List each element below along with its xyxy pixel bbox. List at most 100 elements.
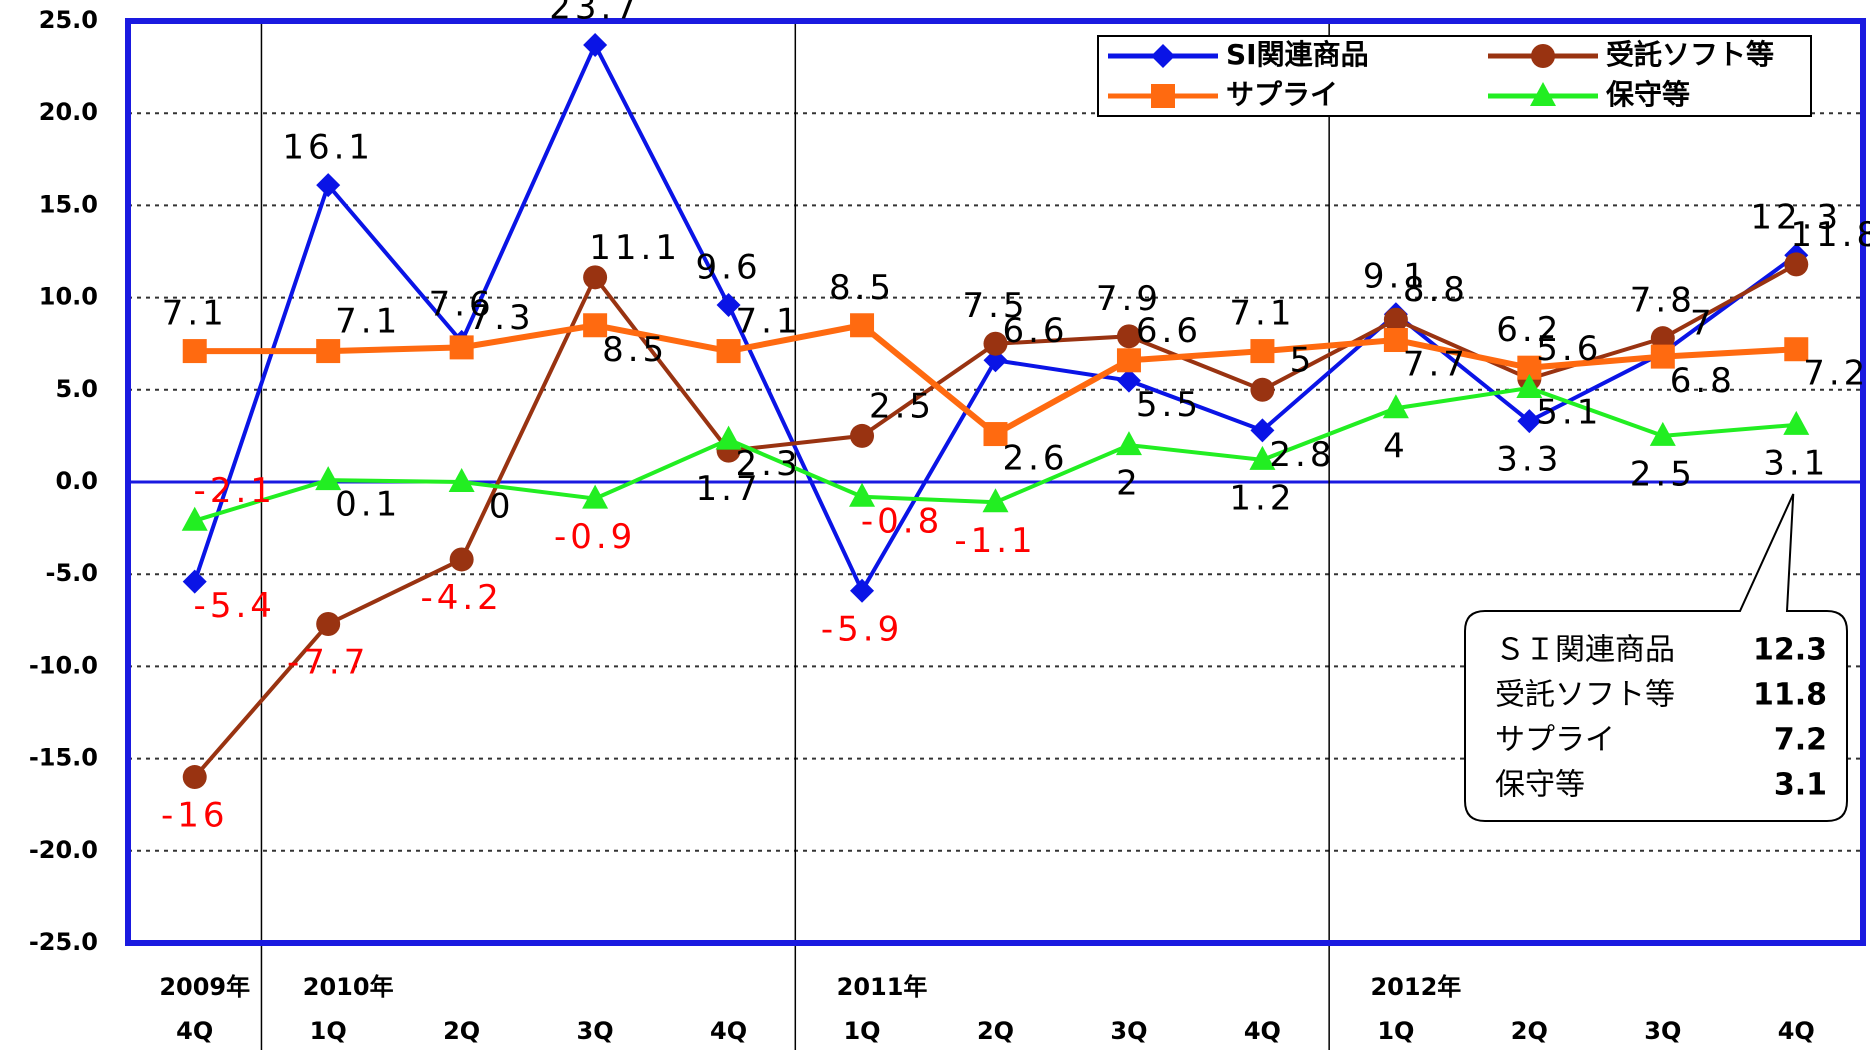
data-label: 1.2: [1229, 478, 1295, 518]
data-label: 2.5: [869, 386, 935, 426]
data-label: 2.3: [736, 444, 802, 484]
data-label: 2.6: [1002, 439, 1068, 479]
data-label: 7.1: [335, 302, 401, 342]
data-label: 8.8: [1403, 270, 1469, 310]
data-label: 2.5: [1630, 454, 1696, 494]
y-tick-label: 20.0: [39, 98, 98, 126]
callout-label: ＳＩ関連商品: [1495, 633, 1675, 668]
callout-label: 保守等: [1495, 768, 1585, 803]
marker: [715, 425, 742, 450]
callout-value: 11.8: [1753, 678, 1827, 713]
marker: [583, 265, 608, 290]
data-label: 7.6: [429, 284, 495, 324]
y-tick-label: -15.0: [29, 744, 98, 772]
data-label: 1.7: [696, 469, 762, 509]
data-label: 12.3: [1750, 198, 1842, 238]
y-tick-label: 25.0: [39, 6, 98, 34]
marker: [316, 173, 341, 198]
data-label: 7.9: [1096, 279, 1162, 319]
callout-value: 12.3: [1753, 633, 1827, 668]
marker: [1650, 326, 1675, 351]
data-label: 9.6: [696, 247, 762, 287]
data-label: 2.8: [1269, 435, 1335, 475]
x-tick-label: 4Q: [1778, 1017, 1815, 1045]
marker: [315, 466, 342, 491]
data-label: 6.8: [1670, 361, 1736, 401]
marker: [1382, 394, 1409, 419]
series: [181, 373, 1810, 531]
callout: ＳＩ関連商品 12.3 受託ソフト等 11.8 サプライ 7.2 保守等 3.1: [1464, 493, 1848, 822]
legend-label: 受託ソフト等: [1606, 38, 1774, 71]
data-label: -0.9: [554, 517, 636, 557]
data-label: 6.2: [1496, 310, 1562, 350]
marker: [1530, 82, 1556, 106]
data-label: 0.1: [335, 485, 401, 525]
data-label: -0.8: [861, 501, 943, 541]
marker: [716, 292, 741, 317]
series: [182, 313, 1809, 447]
year-label: 2010年: [303, 973, 394, 1001]
marker: [316, 339, 341, 364]
x-tick-label: 3Q: [1110, 1017, 1147, 1045]
x-tick-label: 3Q: [1644, 1017, 1681, 1045]
callout-value: 3.1: [1774, 768, 1827, 803]
marker: [1250, 377, 1275, 402]
data-label: 7.5: [962, 286, 1028, 326]
y-tick-label: -10.0: [29, 651, 98, 679]
marker: [1649, 421, 1676, 446]
y-tick-label: 5.0: [55, 375, 98, 403]
marker: [1250, 339, 1275, 364]
marker: [850, 578, 875, 603]
data-label: 7.7: [1403, 345, 1469, 385]
data-label: 3.3: [1496, 440, 1562, 480]
year-label: 2009年: [159, 973, 250, 1001]
marker: [1783, 410, 1810, 435]
x-tick-label: 4Q: [176, 1017, 213, 1045]
data-label: 11.8: [1790, 215, 1870, 255]
marker: [1116, 324, 1141, 349]
y-tick-label: -20.0: [29, 836, 98, 864]
marker: [583, 32, 608, 57]
callout-label: サプライ: [1495, 723, 1615, 758]
x-tick-label: 2Q: [1511, 1017, 1548, 1045]
marker: [1116, 348, 1141, 373]
marker: [982, 488, 1009, 513]
data-label: 4: [1383, 427, 1409, 467]
data-label: 6.6: [1136, 311, 1202, 351]
data-label: 7: [1690, 303, 1716, 343]
marker: [182, 339, 207, 364]
data-label: 16.1: [282, 128, 374, 168]
y-tick-label: 0.0: [55, 467, 98, 495]
data-label: -4.2: [420, 578, 502, 618]
data-label: 3.1: [1763, 443, 1829, 483]
callout-value: 7.2: [1774, 723, 1827, 758]
marker: [1249, 445, 1276, 470]
x-tick-label: 4Q: [1244, 1017, 1281, 1045]
y-tick-label: -5.0: [46, 559, 98, 587]
data-label: -5.4: [194, 586, 276, 626]
data-label: 7.8: [1630, 281, 1696, 321]
marker: [850, 313, 875, 338]
data-label: 5.6: [1536, 329, 1602, 369]
marker: [849, 482, 876, 507]
marker: [582, 484, 609, 509]
marker: [181, 506, 208, 531]
marker: [1784, 337, 1809, 362]
marker: [1151, 44, 1175, 68]
y-tick-label: 10.0: [39, 283, 98, 311]
data-label: 8.5: [829, 268, 895, 308]
marker: [182, 569, 207, 594]
marker: [1784, 252, 1809, 277]
marker: [449, 335, 474, 360]
legend-label: 保守等: [1606, 78, 1690, 111]
marker: [182, 765, 207, 790]
data-label: 6.6: [1002, 311, 1068, 351]
data-label: -7.7: [287, 642, 369, 682]
marker: [1650, 344, 1675, 369]
marker: [583, 313, 608, 338]
marker: [983, 331, 1008, 356]
data-label: 7.1: [736, 302, 802, 342]
data-label: 9.1: [1363, 257, 1429, 297]
